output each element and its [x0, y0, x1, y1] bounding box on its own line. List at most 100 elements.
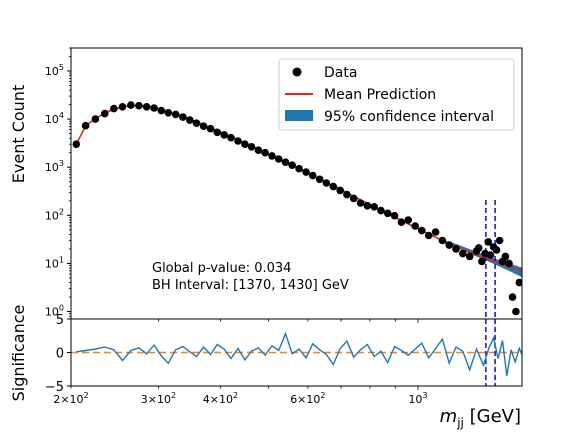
data-point	[91, 115, 100, 123]
data-point	[431, 228, 440, 236]
main-y-tick-label: 103	[45, 159, 64, 174]
legend-label-prediction: Mean Prediction	[324, 87, 436, 103]
data-point	[150, 104, 158, 112]
residual-axes-frame	[70, 318, 523, 387]
residual-x-tick-label: 103	[408, 391, 427, 406]
data-point	[227, 133, 235, 142]
x-axis-label-subscript: jj	[456, 416, 464, 430]
main-panel: 100 101 102 103 104 105 Event Count Global p-…	[9, 47, 523, 323]
data-point	[274, 155, 283, 163]
data-point	[501, 252, 510, 261]
data-point	[390, 211, 399, 220]
significance-line	[76, 331, 522, 377]
data-point	[206, 124, 215, 133]
data-point	[213, 128, 221, 137]
data-point	[465, 252, 474, 261]
data-point	[486, 251, 495, 259]
residual-x-ticks: 2×102 3×102 4×102 6×102 103	[53, 386, 428, 406]
main-x-ticks	[70, 319, 419, 323]
data-point	[397, 218, 406, 226]
residual-y-axis-label: Significance	[9, 305, 28, 402]
data-point	[411, 222, 420, 230]
data-point	[363, 202, 372, 210]
data-point	[445, 241, 454, 249]
residual-plot-area	[71, 319, 522, 386]
data-point	[302, 168, 310, 176]
data-point	[349, 194, 358, 203]
significance-line-layer	[76, 331, 522, 377]
legend: Data Mean Prediction 95% confidence inte…	[278, 58, 515, 131]
data-point	[322, 179, 331, 187]
data-point	[404, 216, 413, 224]
data-point	[199, 122, 208, 130]
legend-marker-band	[285, 110, 313, 121]
data-point	[492, 246, 501, 254]
data-point	[474, 244, 483, 252]
data-point	[438, 236, 447, 245]
data-point	[268, 152, 276, 160]
data-point	[110, 104, 118, 113]
data-point	[383, 209, 392, 218]
data-point	[157, 106, 166, 115]
annotation-text: Global p-value: 0.034 BH Interval: [1370…	[152, 261, 349, 293]
main-y-tick-label: 100	[45, 304, 64, 319]
data-point	[261, 148, 269, 157]
bh-interval-lines-residual	[485, 319, 496, 386]
data-point	[186, 116, 194, 124]
data-point	[127, 101, 135, 109]
data-point	[356, 199, 365, 207]
x-axis-label-symbol: m	[440, 406, 458, 427]
legend-label-band: 95% confidence interval	[324, 109, 494, 125]
data-point	[505, 259, 513, 268]
main-y-ticks: 100 101 102 103 104 105	[45, 47, 71, 319]
data-point	[192, 119, 201, 127]
data-point	[484, 238, 493, 246]
main-y-tick-label: 102	[45, 207, 64, 222]
data-point	[179, 113, 187, 121]
data-point	[135, 101, 143, 110]
data-point	[81, 121, 90, 130]
legend-label-data: Data	[324, 65, 357, 81]
x-axis-label-unit: [GeV]	[464, 406, 521, 427]
residual-y-tick-label: −5	[45, 380, 64, 395]
data-points-layer	[72, 101, 522, 316]
data-point	[72, 140, 81, 148]
data-point	[336, 186, 345, 195]
main-y-tick-label: 104	[45, 111, 64, 126]
data-point	[281, 158, 290, 166]
data-point	[288, 161, 297, 169]
residual-x-tick-label: 6×102	[290, 391, 325, 406]
main-y-axis-label: Event Count	[9, 85, 28, 183]
data-point	[424, 231, 433, 240]
data-point	[495, 236, 504, 245]
data-point	[254, 146, 263, 154]
data-point	[118, 103, 127, 111]
legend-marker-data	[292, 67, 302, 77]
bh-interval-lines-main	[485, 200, 496, 319]
data-point	[418, 226, 426, 235]
data-point	[234, 137, 242, 145]
residual-x-tick-label: 2×102	[53, 391, 88, 406]
main-y-tick-label: 101	[45, 255, 64, 270]
data-point	[478, 257, 486, 266]
main-plot-area	[72, 101, 522, 319]
global-p-value-annotation: Global p-value: 0.034	[152, 261, 291, 276]
legend-frame	[278, 58, 515, 131]
main-y-tick-label: 105	[45, 63, 64, 78]
x-axis-label: mjj [GeV]	[440, 406, 521, 430]
data-point	[164, 109, 173, 117]
residual-y-tick-label: 0	[56, 347, 64, 362]
residual-x-tick-label: 3×102	[141, 391, 176, 406]
residual-panel: 5 0 −5 2×102 3×102 4×102 6×102 103 Significanc…	[9, 305, 523, 430]
data-point	[315, 175, 324, 184]
data-point	[508, 293, 517, 301]
residual-y-ticks: 5 0 −5	[45, 313, 71, 395]
data-point	[101, 109, 109, 118]
data-point	[329, 182, 338, 191]
data-point	[247, 143, 256, 151]
data-point	[370, 203, 379, 211]
data-point	[220, 131, 228, 139]
residual-x-tick-label: 4×102	[203, 391, 238, 406]
data-point	[512, 307, 520, 316]
